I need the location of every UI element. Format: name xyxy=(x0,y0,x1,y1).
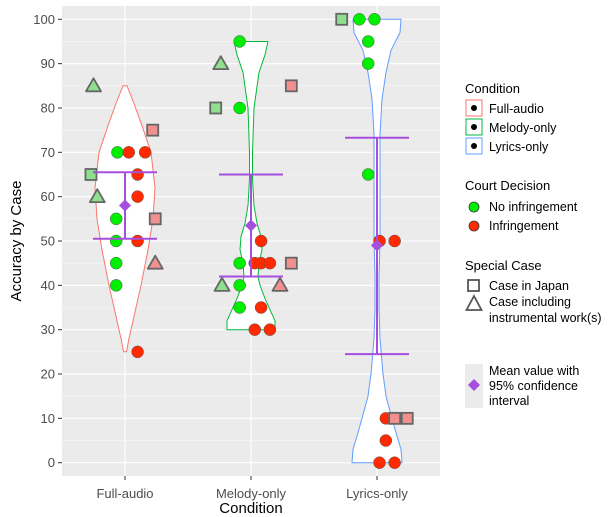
legend-instrumental: Case including instrumental work(s) xyxy=(464,294,602,325)
mean-diamond xyxy=(245,219,257,232)
point-no-infringement xyxy=(353,13,366,26)
legend-no-infringement: No infringement xyxy=(468,200,578,214)
y-tick-label: 60 xyxy=(41,189,55,204)
y-tick-label: 40 xyxy=(41,278,55,293)
y-tick-label: 50 xyxy=(41,234,55,249)
point-infringement xyxy=(122,146,136,159)
point-japan-case xyxy=(84,168,98,181)
point-japan-case xyxy=(209,101,223,115)
point-instrumental-case xyxy=(88,188,106,204)
point-infringement xyxy=(379,434,393,447)
point-japan-case xyxy=(284,79,298,93)
point-infringement xyxy=(388,456,401,469)
point-infringement xyxy=(254,301,268,314)
point-infringement xyxy=(373,456,386,469)
svg-text:interval: interval xyxy=(489,394,529,408)
point-no-infringement xyxy=(109,279,123,292)
point-japan-case xyxy=(284,256,298,270)
x-axis-title: Condition xyxy=(219,500,282,517)
svg-text:Mean value with: Mean value with xyxy=(489,364,579,378)
y-tick-label: 100 xyxy=(33,12,55,27)
svg-text:Case in Japan: Case in Japan xyxy=(489,279,569,293)
x-tick-label: Melody-only xyxy=(216,486,287,501)
svg-text:instrumental work(s): instrumental work(s) xyxy=(489,311,602,325)
legend-special-case-title: Special Case xyxy=(465,258,542,273)
point-no-infringement xyxy=(109,212,123,226)
svg-text:Lyrics-only: Lyrics-only xyxy=(489,140,549,154)
point-no-infringement xyxy=(233,101,246,115)
svg-text:95% confidence: 95% confidence xyxy=(489,379,578,393)
point-infringement xyxy=(131,234,144,248)
point-no-infringement xyxy=(233,256,246,270)
point-no-infringement xyxy=(111,146,124,159)
point-no-infringement xyxy=(233,301,246,314)
point-instrumental-case xyxy=(271,276,289,292)
point-infringement xyxy=(138,146,152,159)
y-tick-label: 20 xyxy=(41,367,55,382)
point-infringement xyxy=(131,190,144,203)
point-instrumental-case xyxy=(85,77,102,93)
legend-condition-melody-only: Melody-only xyxy=(465,118,557,136)
point-no-infringement xyxy=(233,35,246,48)
mean-ci-bars xyxy=(93,136,409,356)
point-infringement xyxy=(131,345,144,359)
legend-condition-title: Condition xyxy=(465,81,520,96)
point-japan-case xyxy=(388,411,402,425)
y-axis-title: Accuracy by Case xyxy=(8,181,25,302)
point-no-infringement xyxy=(109,256,123,270)
svg-text:Full-audio: Full-audio xyxy=(489,102,544,116)
x-tick-label: Lyrics-only xyxy=(346,486,408,501)
legend: Condition Full-audio Melody-only Lyrics-… xyxy=(464,81,602,408)
point-instrumental-case xyxy=(213,276,231,292)
point-japan-case xyxy=(400,411,414,425)
point-no-infringement xyxy=(109,234,123,248)
point-no-infringement xyxy=(361,57,375,70)
point-no-infringement xyxy=(361,168,375,181)
svg-text:Case including: Case including xyxy=(489,295,571,309)
svg-text:No infringement: No infringement xyxy=(489,200,578,214)
x-axis: Full-audio Melody-only Lyrics-only xyxy=(96,476,408,501)
legend-mean-ci: Mean value with 95% confidence interval xyxy=(465,364,579,408)
point-infringement xyxy=(248,323,262,336)
legend-condition-lyrics-only: Lyrics-only xyxy=(465,137,549,155)
point-japan-case xyxy=(146,123,160,137)
y-tick-label: 70 xyxy=(41,145,55,160)
mean-diamond xyxy=(119,199,131,212)
y-tick-label: 90 xyxy=(41,56,55,71)
legend-court-decision-title: Court Decision xyxy=(465,178,550,193)
y-tick-label: 30 xyxy=(41,322,55,337)
svg-text:Infringement: Infringement xyxy=(489,219,559,233)
legend-condition-full-audio: Full-audio xyxy=(465,99,544,117)
y-tick-label: 10 xyxy=(41,411,55,426)
point-infringement xyxy=(263,256,277,270)
mean-diamond xyxy=(371,239,383,252)
x-tick-label: Full-audio xyxy=(96,486,153,501)
point-no-infringement xyxy=(233,279,246,292)
svg-text:Melody-only: Melody-only xyxy=(489,121,557,135)
point-infringement xyxy=(131,168,144,181)
legend-infringement: Infringement xyxy=(468,219,559,233)
point-infringement xyxy=(254,234,268,248)
point-instrumental-case xyxy=(146,254,164,270)
point-instrumental-case xyxy=(212,55,230,71)
y-tick-label: 0 xyxy=(48,455,55,470)
point-japan-case xyxy=(148,212,162,226)
point-no-infringement xyxy=(368,13,381,26)
point-infringement xyxy=(263,323,277,336)
point-no-infringement xyxy=(361,35,375,48)
point-infringement xyxy=(388,234,401,248)
point-japan-case xyxy=(335,12,349,26)
y-axis: 0 10 20 30 40 50 60 70 80 90 100 xyxy=(33,12,62,470)
y-tick-label: 80 xyxy=(41,100,55,115)
legend-case-in-japan: Case in Japan xyxy=(467,279,569,293)
